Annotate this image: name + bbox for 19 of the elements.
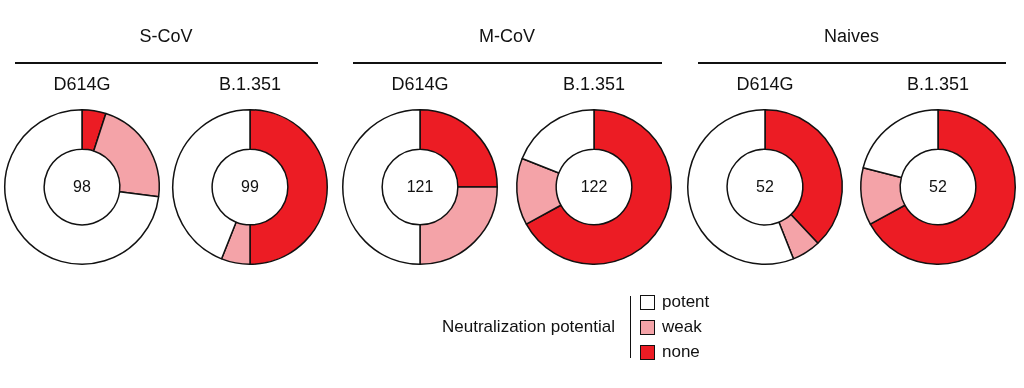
chart-title: Naives xyxy=(823,26,880,47)
chart-title: S-CoV xyxy=(138,26,194,47)
chart-title: M-CoV xyxy=(478,26,536,47)
text: 99 xyxy=(240,178,260,196)
chart-subtitle: B.1.351 xyxy=(217,74,283,95)
legend-title: Neutralization potential xyxy=(442,317,615,337)
text: 52 xyxy=(928,178,948,196)
legend-label: none xyxy=(662,342,700,362)
text: 98 xyxy=(72,178,92,196)
chart-subtitle: D614G xyxy=(52,74,112,95)
text: 121 xyxy=(405,178,435,196)
chart-subtitle: D614G xyxy=(735,74,795,95)
legend-label: weak xyxy=(662,317,702,337)
chart-subtitle: B.1.351 xyxy=(905,74,971,95)
chart-subtitle: B.1.351 xyxy=(561,74,627,95)
text: 52 xyxy=(755,178,775,196)
legend-label: potent xyxy=(662,292,710,312)
text: 122 xyxy=(579,178,609,196)
chart-subtitle: D614G xyxy=(390,74,450,95)
